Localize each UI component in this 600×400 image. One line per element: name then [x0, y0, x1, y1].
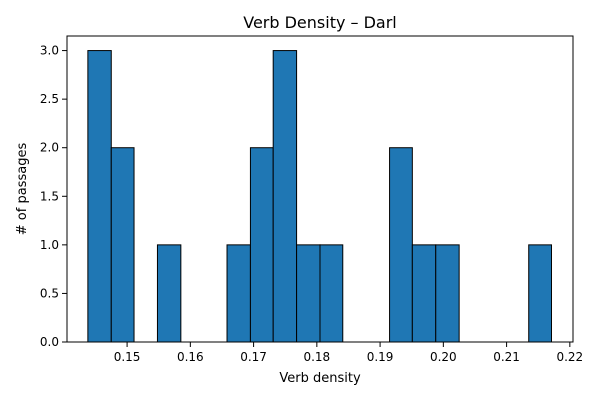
y-tick-label: 2.5: [40, 92, 59, 106]
y-axis-ticks: 0.0 0.5 1.0 1.5 2.0 2.5 3.0: [40, 44, 67, 349]
y-axis-label: # of passages: [15, 143, 30, 236]
x-tick-label: 0.21: [493, 350, 520, 364]
chart-title: Verb Density – Darl: [243, 13, 397, 32]
x-axis-ticks: 0.15 0.16 0.17 0.18 0.19 0.20 0.21 0.22: [114, 342, 583, 364]
y-tick-label: 1.5: [40, 189, 59, 203]
histogram-bar: [110, 147, 135, 343]
histogram-bar: [296, 244, 321, 343]
y-tick-label: 3.0: [40, 44, 59, 58]
x-tick-label: 0.22: [556, 350, 583, 364]
x-tick-label: 0.17: [240, 350, 267, 364]
histogram-bar: [156, 244, 182, 343]
y-tick-label: 1.0: [40, 238, 59, 252]
x-tick-label: 0.16: [177, 350, 204, 364]
y-tick-label: 2.0: [40, 141, 59, 155]
x-tick-label: 0.20: [430, 350, 457, 364]
histogram-bar: [87, 50, 112, 343]
x-tick-label: 0.18: [303, 350, 330, 364]
histogram-bar: [319, 244, 344, 343]
histogram-bar: [226, 244, 251, 343]
x-tick-label: 0.19: [367, 350, 394, 364]
y-tick-label: 0.5: [40, 286, 59, 300]
axes-frame: [66, 35, 574, 343]
histogram-bar: [435, 244, 460, 343]
bars-group: [87, 50, 552, 343]
histogram-bar: [249, 147, 274, 343]
histogram-bar: [272, 50, 298, 343]
x-tick-label: 0.15: [114, 350, 141, 364]
histogram-bar: [389, 147, 413, 343]
histogram-bar: [411, 244, 437, 343]
x-axis-label: Verb density: [279, 371, 361, 386]
y-tick-label: 0.0: [40, 335, 59, 349]
histogram-bar: [528, 244, 552, 343]
